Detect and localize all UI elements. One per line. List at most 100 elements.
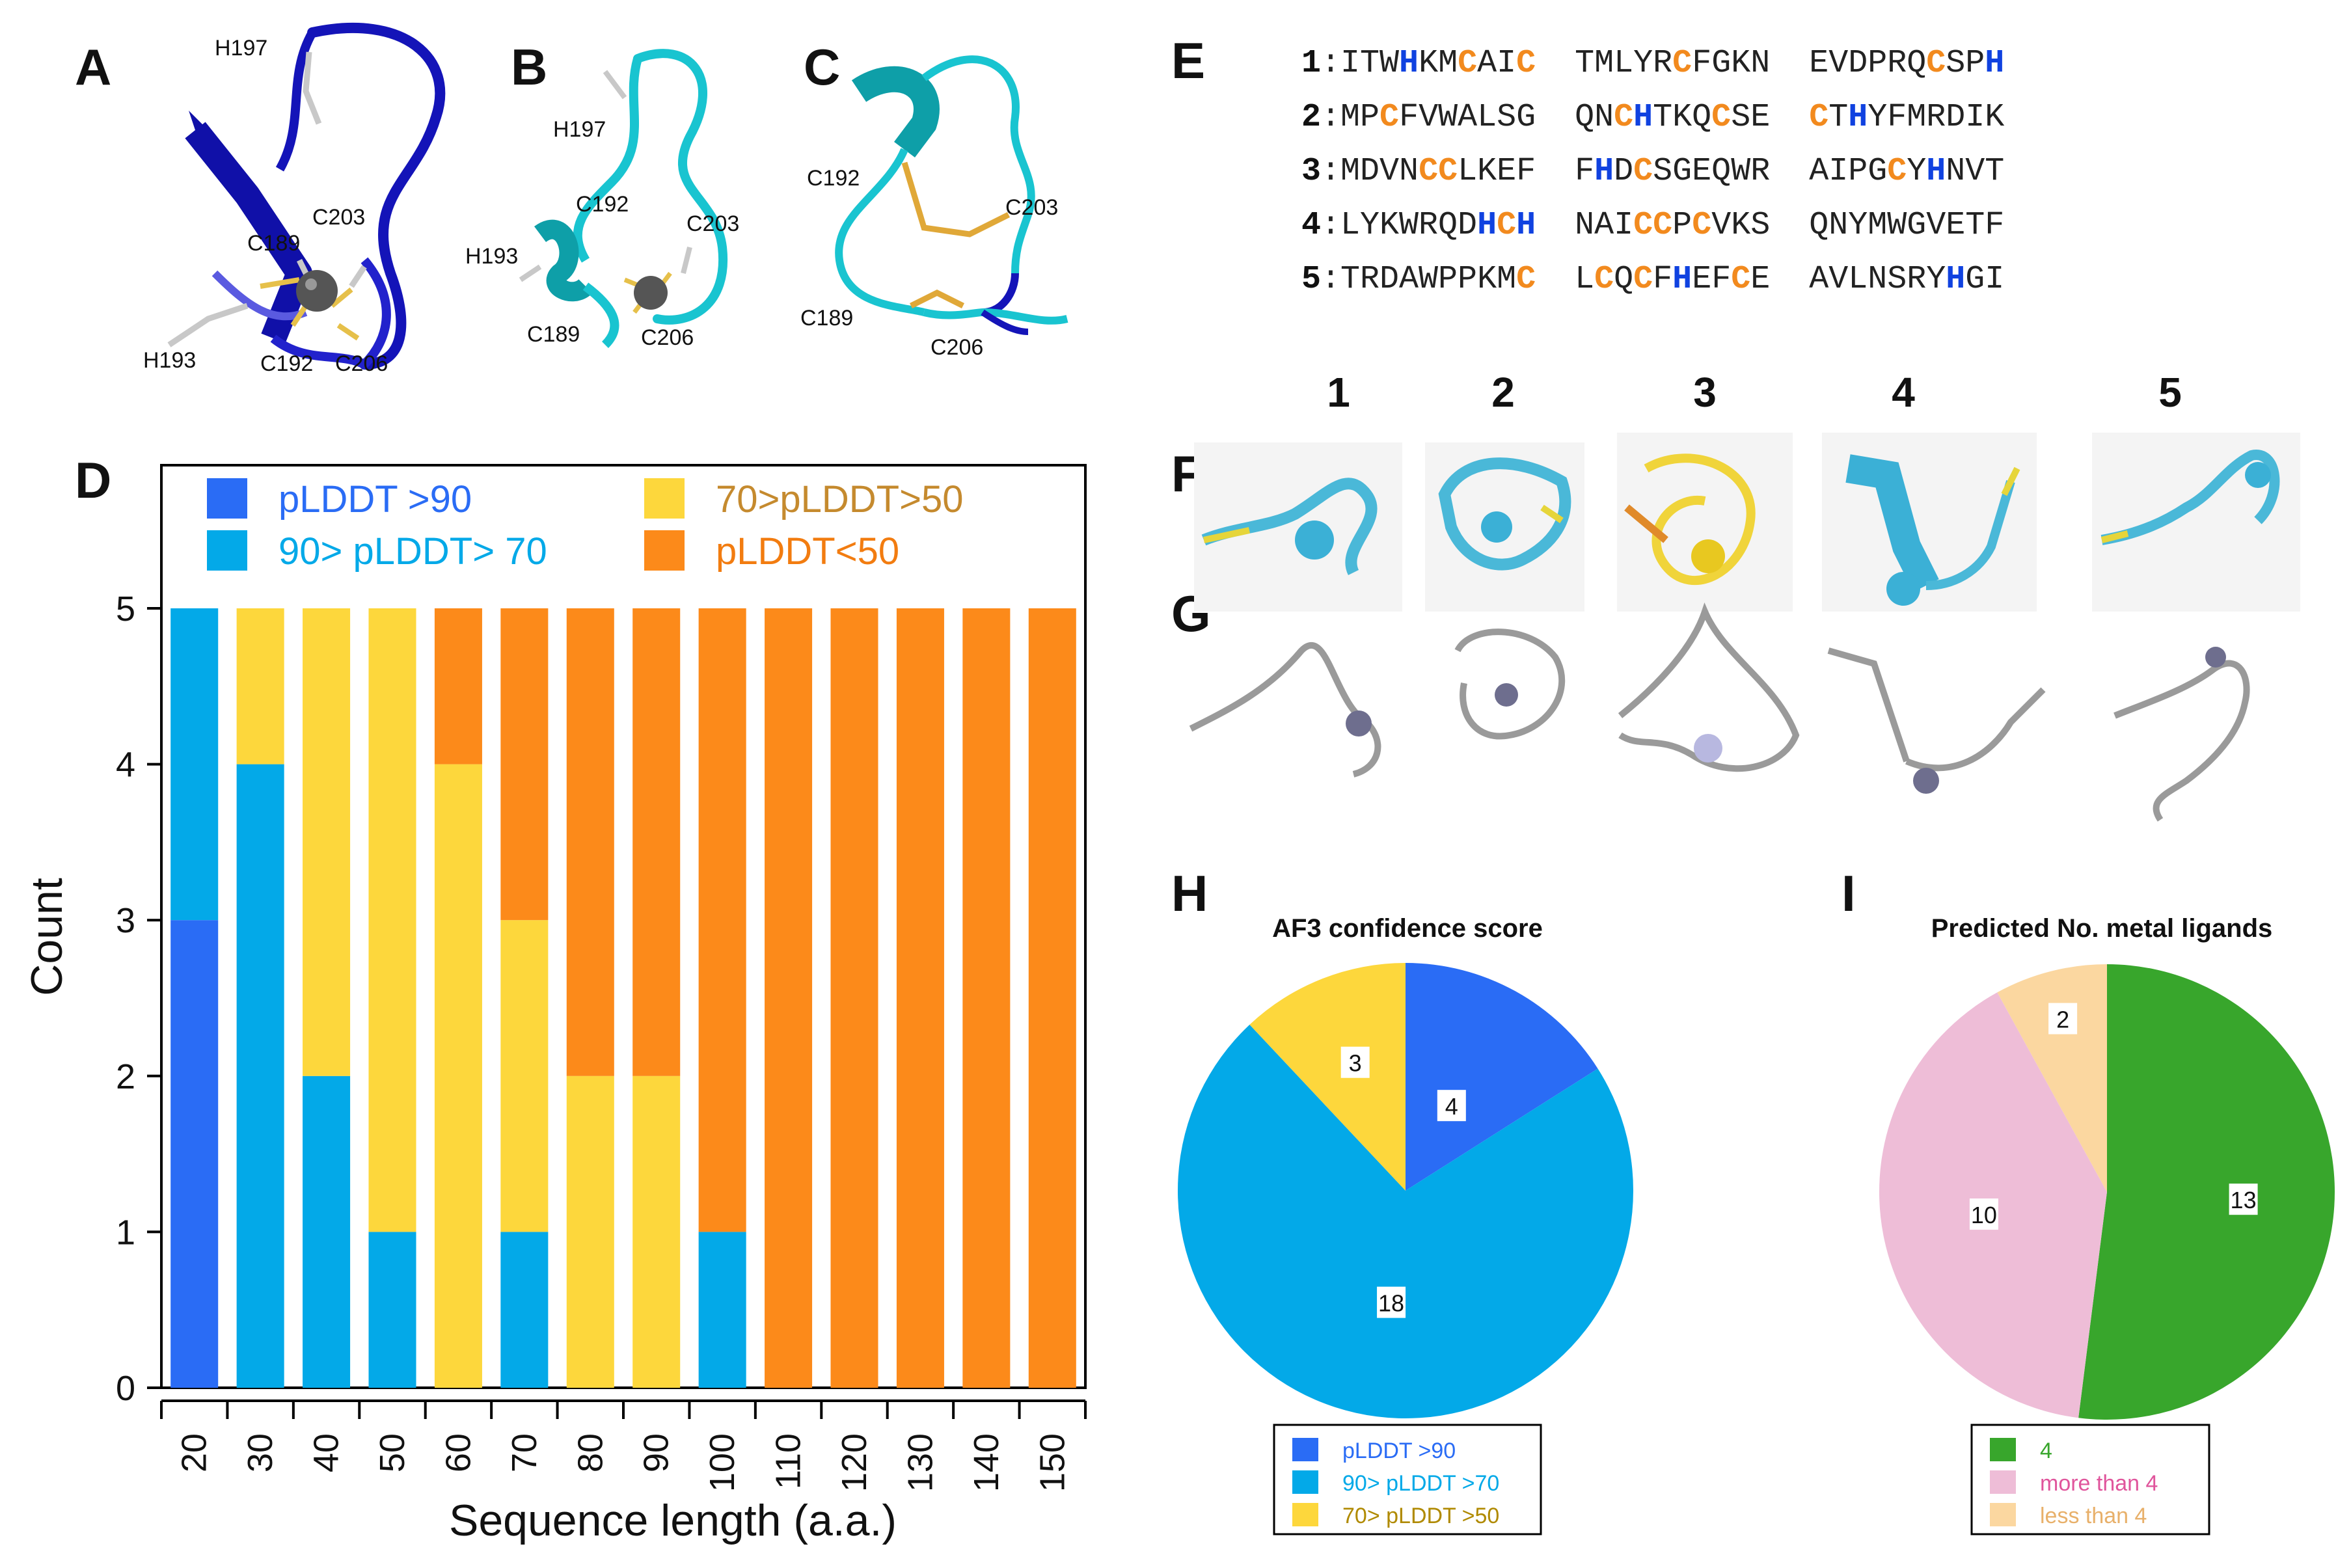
bar-segment-p50 xyxy=(500,920,549,1232)
legend-label-p90: pLDDT >90 xyxy=(279,478,472,520)
legend-swatch-plow xyxy=(644,530,685,571)
y-tick-label: 0 xyxy=(116,1369,135,1408)
bar-segment-p50 xyxy=(632,1075,681,1388)
panel-letter-d: D xyxy=(75,452,111,509)
y-axis: 0 1 2 3 4 5 xyxy=(116,589,161,1408)
x-tick-label: 60 xyxy=(439,1433,478,1472)
bar-segment-p70 xyxy=(170,608,219,921)
cysteine-residue: C xyxy=(1731,261,1750,298)
pie-value-box xyxy=(1437,1090,1466,1122)
pie-legend-swatch xyxy=(1292,1438,1318,1461)
chart-d-frame xyxy=(160,464,1087,1389)
sequence-segment: Y xyxy=(1907,153,1926,190)
label-a-1: C203 xyxy=(312,205,365,230)
y-tick-label: 5 xyxy=(116,589,135,629)
bar-segment-plow xyxy=(765,608,813,1388)
legend-label-plow: pLDDT<50 xyxy=(716,530,899,573)
cysteine-residue: C xyxy=(1614,99,1633,136)
label-b-0: H197 xyxy=(553,117,606,142)
x-tick-label: 100 xyxy=(703,1433,742,1492)
panel-letter-i: I xyxy=(1841,865,1856,922)
bar-segment-plow xyxy=(1028,608,1076,1388)
sequence-segment: L xyxy=(1536,261,1594,298)
histidine-residue: H xyxy=(1516,207,1536,244)
panel-letter-b: B xyxy=(511,38,547,96)
cysteine-residue: C xyxy=(1594,261,1614,298)
histidine-residue: H xyxy=(1477,207,1497,244)
sequence-segment: ITW xyxy=(1340,45,1399,82)
sequence-segment: YFMRDIK xyxy=(1868,99,2004,136)
y-tick-label: 4 xyxy=(116,746,135,785)
x-tick-label: 150 xyxy=(1033,1433,1072,1492)
pie-value-label: 13 xyxy=(2231,1187,2257,1213)
pie-slice-lig4 xyxy=(2078,964,2335,1420)
sequence-id: 3 xyxy=(1301,153,1321,190)
pie-legend-label: 4 xyxy=(2040,1439,2052,1463)
sequence-id: 5 xyxy=(1301,261,1321,298)
cysteine-residue: C xyxy=(1711,99,1731,136)
sequence-segment: FVWALSG QN xyxy=(1399,99,1614,136)
sequence-id: 2 xyxy=(1301,99,1321,136)
model-number-row: 1 2 3 4 5 xyxy=(1327,369,2182,416)
sequence-id: 1 xyxy=(1301,45,1321,82)
x-axis-title: Sequence length (a.a.) xyxy=(449,1496,897,1545)
sequence-segment: MP xyxy=(1340,99,1379,136)
sequence-segment: E AVLNSRY xyxy=(1750,261,1946,298)
model-number: 1 xyxy=(1327,369,1350,416)
cysteine-residue: C xyxy=(1458,45,1477,82)
model-number: 3 xyxy=(1693,369,1717,416)
cysteine-residue: C xyxy=(1633,261,1653,298)
sequence-separator: : xyxy=(1321,45,1340,82)
legend-label-p70: 90> pLDDT> 70 xyxy=(279,530,547,573)
cysteine-residue: C xyxy=(1926,45,1946,82)
sequence-segment: D xyxy=(1614,153,1633,190)
structure-c xyxy=(835,55,1068,335)
sequence-segment: F xyxy=(1653,261,1672,298)
pie-slice-p90 xyxy=(1406,963,1598,1191)
pie-value-label: 2 xyxy=(2056,1007,2069,1033)
sequence-segment: P xyxy=(1672,207,1692,244)
legend-label-p50: 70>pLDDT>50 xyxy=(716,478,963,520)
x-tick-label: 120 xyxy=(835,1433,874,1492)
x-tick-label: 20 xyxy=(175,1433,214,1472)
pie-slice-p50 xyxy=(1249,963,1406,1191)
pie-value-box xyxy=(1969,1198,1998,1230)
bar-segment-p70 xyxy=(368,1232,416,1388)
label-b-3: H193 xyxy=(465,244,518,269)
cysteine-residue: C xyxy=(1516,261,1536,298)
pie-legend-swatch xyxy=(1292,1470,1318,1494)
cysteine-residue: C xyxy=(1692,207,1711,244)
legend-swatch-p90 xyxy=(207,478,247,519)
label-c-2: C189 xyxy=(800,306,853,331)
pie-legend-label: more than 4 xyxy=(2040,1471,2158,1496)
pie-h-legend: pLDDT >90 90> pLDDT >70 70> pLDDT >50 xyxy=(1273,1424,1542,1535)
sequence-segment: FGKN EVDPRQ xyxy=(1692,45,1926,82)
x-axis: 20 30 40 50 60 70 80 90 100 110 120 130 140 150 xyxy=(160,1399,1087,1492)
label-a-3: H193 xyxy=(143,348,196,373)
pie-i-legend: 4 more than 4 less than 4 xyxy=(1970,1424,2210,1535)
chart-d-legend: pLDDT >90 90> pLDDT> 70 70>pLDDT>50 pLDDT<5… xyxy=(207,478,963,573)
pie-chart-h: AF3 confidence score 4 18 3 pLDDT >90 90> p… xyxy=(1178,914,1634,1535)
label-c-3: C206 xyxy=(931,335,983,360)
bar-segment-plow xyxy=(962,608,1011,1388)
histidine-residue: H xyxy=(1594,153,1614,190)
sequence-id: 4 xyxy=(1301,207,1321,244)
label-c-0: C192 xyxy=(807,166,860,191)
sequence-segment: LYKWRQD xyxy=(1340,207,1477,244)
cysteine-residue: C xyxy=(1672,45,1692,82)
histidine-residue: H xyxy=(1985,45,2004,82)
pie-h-slices: 4 18 3 xyxy=(1178,963,1634,1418)
bar-segment-plow xyxy=(500,608,549,921)
pie-i-slices: 13 10 2 xyxy=(1879,964,2335,1420)
pie-value-label: 3 xyxy=(1349,1050,1362,1077)
histidine-residue: H xyxy=(1946,261,1965,298)
sequence-segment: T xyxy=(1828,99,1848,136)
sequence-segment: NAI xyxy=(1536,207,1633,244)
label-a-2: C189 xyxy=(247,231,300,256)
cysteine-residue: C xyxy=(1809,99,1828,136)
legend-swatch-p70 xyxy=(207,530,247,571)
bar-segment-p70 xyxy=(698,1232,746,1388)
cysteine-residue: C xyxy=(1497,207,1516,244)
x-tick-label: 90 xyxy=(637,1433,676,1472)
